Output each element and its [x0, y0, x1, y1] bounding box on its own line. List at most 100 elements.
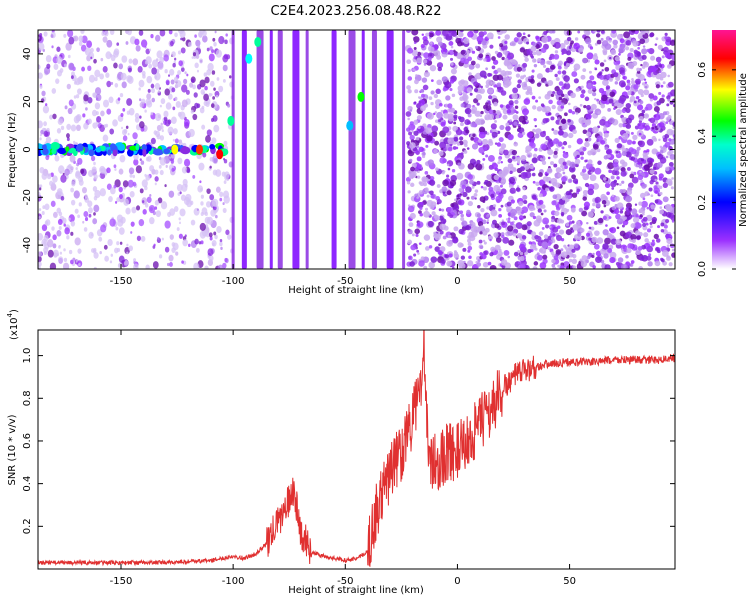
spectrogram-cell — [410, 166, 415, 172]
spectrogram-cell — [565, 62, 571, 67]
spectrogram-cell — [565, 228, 572, 236]
spectrogram-speckle — [172, 63, 176, 68]
spectrogram-speckle — [220, 246, 223, 250]
spectrogram-cell — [625, 117, 632, 124]
spectrogram-cell — [423, 71, 430, 78]
spectrogram-speckle — [99, 124, 105, 132]
spectrogram-speckle — [100, 57, 104, 62]
spectrogram-speckle — [181, 84, 188, 93]
spectrogram-cell — [671, 252, 675, 258]
spectrogram-cell — [500, 30, 508, 34]
spectrogram-cell — [611, 194, 615, 198]
spectrogram-cell — [534, 234, 539, 240]
spectrogram-speckle — [222, 262, 227, 269]
spectrogram-speckle — [64, 227, 70, 235]
spectrogram-cell — [666, 244, 670, 248]
spectrogram-cell — [550, 218, 555, 223]
spectrogram-cell — [515, 222, 523, 230]
spectrogram-speckle — [108, 195, 113, 203]
spectrogram-speckle — [200, 211, 204, 217]
spectrogram-speckle — [222, 202, 225, 206]
spectrogram-cell — [604, 43, 612, 50]
spectrogram-speckle — [38, 191, 41, 198]
spectrogram-cell — [630, 131, 634, 135]
spectrogram-cell — [507, 133, 514, 141]
spectrogram-speckle — [195, 54, 200, 60]
snr-frame — [37, 329, 676, 570]
spectrogram-speckle — [136, 205, 141, 211]
spectrogram-speckle — [101, 31, 105, 36]
spectrogram-cell — [420, 105, 426, 112]
spectrogram-cell — [656, 162, 663, 168]
spectrogram-cell — [590, 103, 597, 110]
spectrogram-cell — [540, 204, 546, 209]
spectrogram-cell — [430, 256, 438, 263]
spectrogram-speckle — [192, 113, 198, 121]
spectrogram-cell — [629, 95, 636, 102]
spectrogram-cell — [554, 147, 559, 152]
spectrogram-cell — [554, 50, 559, 54]
spectrogram-speckle — [208, 53, 215, 62]
spectrogram-cell — [538, 231, 544, 236]
spectrogram-cell — [672, 126, 675, 130]
spectrogram-cell — [656, 249, 661, 254]
spectrogram-cell — [618, 67, 626, 74]
spectrogram-speckle — [196, 103, 201, 109]
spectrogram-cell — [668, 138, 672, 142]
spectrogram-cell — [578, 47, 584, 53]
spectrogram-cell — [553, 138, 560, 144]
spectrogram-cell — [642, 216, 648, 222]
spectrogram-cell — [488, 109, 494, 115]
spectrogram-cell — [512, 156, 516, 160]
spectrogram-cell — [590, 226, 595, 231]
spectrogram-cell — [553, 243, 559, 250]
spectrogram-cell — [455, 35, 458, 39]
spectrogram-cell — [442, 51, 446, 55]
spectrogram-speckle — [209, 46, 213, 51]
spectrogram-speckle — [81, 186, 87, 194]
spectrogram-speckle — [213, 87, 216, 91]
spectrogram-speckle — [93, 173, 98, 180]
spectrogram-cell — [466, 87, 473, 93]
spectrogram-speckle — [75, 94, 80, 99]
spectrogram-speckle — [38, 233, 44, 241]
spectrogram-cell — [635, 95, 640, 100]
spectrogram-speckle — [213, 157, 218, 164]
spectrogram-speckle — [39, 166, 45, 174]
spectrogram-cell — [637, 246, 643, 251]
spectrogram-cell — [579, 103, 583, 107]
spectrogram-cell — [497, 36, 501, 39]
spectrogram-cell — [436, 184, 441, 188]
spectrogram-cell — [479, 196, 486, 203]
spectrogram-cell — [650, 241, 656, 247]
spectrogram-speckle — [204, 265, 209, 269]
spectrogram-cell — [435, 30, 441, 36]
spectrogram-speckle — [167, 126, 174, 135]
spectrogram-speckle — [174, 96, 178, 101]
spectrogram-cell — [600, 103, 606, 109]
spectrogram-speckle — [57, 118, 63, 126]
spectrogram-cell — [492, 204, 497, 208]
spectrogram-cell — [466, 209, 471, 215]
spectrogram-cell — [616, 102, 623, 109]
spectrogram-cell — [405, 111, 412, 117]
spectrogram-cell — [640, 63, 643, 67]
spectrogram-cell — [561, 176, 567, 183]
spectrogram-speckle — [167, 93, 173, 100]
spectrogram-cell — [538, 48, 542, 52]
spectrogram-cell — [581, 255, 588, 261]
spectrogram-cell — [508, 76, 512, 80]
spectrogram-cell — [582, 68, 587, 73]
spectrogram-speckle — [119, 241, 123, 245]
spectrogram-speckle — [127, 179, 134, 188]
spectrogram-cell — [458, 80, 464, 86]
spectrogram-speckle — [75, 167, 78, 171]
spectrogram-cell — [487, 261, 492, 266]
spectrogram-cell — [654, 178, 657, 182]
spectrogram-cell — [509, 187, 516, 194]
spectrogram-speckle — [176, 227, 180, 231]
spectrogram-cell — [535, 99, 539, 103]
spectrogram-speckle — [144, 173, 147, 177]
spectrogram-speckle — [70, 199, 76, 206]
spectrogram-speckle — [163, 116, 168, 122]
